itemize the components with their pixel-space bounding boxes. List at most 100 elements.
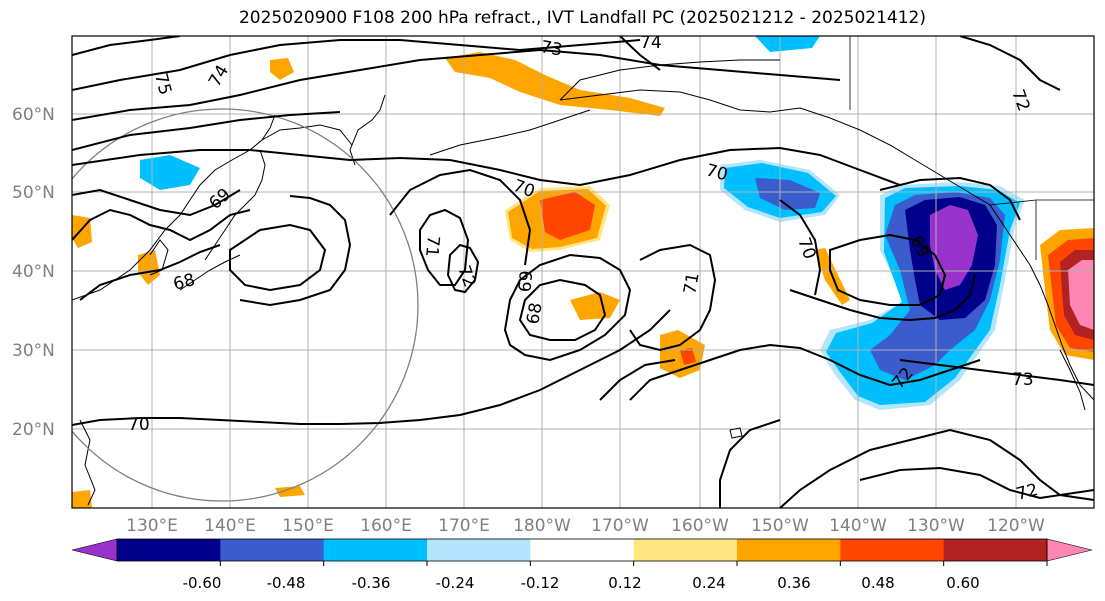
colorbar-tick-label: -0.24 [436,574,475,592]
contour-label: 71 [680,271,703,296]
coastline-korea [149,239,169,276]
contour-70-right [779,199,822,296]
coastline-sea-okhotsk [261,124,353,146]
contour-label: 70 [128,415,150,435]
gridlines [72,36,1094,508]
lon-label: 140°W [829,516,887,536]
colorbar-tick-label: -0.36 [352,574,391,592]
contour-69-loop [229,223,327,292]
colorbar-arrow-left [71,538,118,562]
contour-72-alaska [959,36,1061,91]
shading-neg-royal-2 [755,178,820,210]
contour-70-south [72,309,671,426]
borders [849,36,1094,260]
shading-pos-red-2 [680,348,696,365]
contour-68-central [518,278,607,341]
lon-label: 170°E [438,516,490,536]
contour-72-right [629,343,981,401]
lat-label: 60°N [12,105,55,125]
contour-label: 73 [539,37,564,60]
colorbar-tick-label: 0.60 [946,574,979,592]
contour-72-bottom [779,428,1094,508]
coastline-asia [72,114,276,301]
philippines [79,419,96,506]
shading-neg-sky-4 [140,155,200,190]
coastline-japan [204,149,266,261]
contours [72,36,1094,508]
colorbar-ticks [219,561,1048,566]
colorbar-tick-label: -0.48 [267,574,306,592]
lon-label: 140°E [204,516,256,536]
contour-71-right [629,243,717,352]
shading-pos-orange-9 [275,486,305,497]
lon-label: 130°E [126,516,178,536]
colorbar-bin [633,539,738,561]
shading-pos-orange-6 [270,58,294,80]
contour-label: 68 [523,301,546,326]
colorbar: -0.60 -0.48 -0.36 -0.24 -0.12 0.12 0.24 … [71,538,1093,592]
coastline-aleutians [429,109,591,156]
contour-71-nw [879,176,1021,221]
lat-label: 40°N [12,262,55,282]
latitude-labels: 60°N 50°N 40°N 30°N 20°N [12,105,55,440]
hawaii-1 [729,427,743,439]
contour-70-north [72,146,901,187]
map-title: 2025020900 F108 200 hPa refract., IVT La… [238,8,926,28]
colorbar-bins [117,539,1048,561]
contour-70-central [389,168,532,266]
colorbar-tick-label: -0.60 [183,574,222,592]
contour-71-loop [419,208,470,286]
coastline-alaska [559,89,991,206]
coastline-canada [989,204,1031,266]
contour-70-high [239,195,352,307]
contour-label: 74 [640,33,662,53]
contour-72-top [619,36,661,71]
map-frame [71,35,1095,509]
contour-73 [72,48,841,121]
reference-circle [72,108,419,502]
shading-pos-orange-4 [570,292,620,320]
coastline-us-west [1029,264,1094,401]
contour-75 [72,36,181,56]
colorbar-tick-label: 0.12 [608,574,641,592]
colorbar-bin [117,539,221,561]
lon-label: 160°E [360,516,412,536]
contour-label: 69 [513,270,535,293]
contour-72-mid [859,466,1094,500]
lon-label: 130°W [907,516,965,536]
colorbar-bin [737,539,841,561]
contour-label: 71 [421,235,443,258]
contour-69-central [503,253,632,362]
contour-73-right [899,359,1094,386]
contour-70-low [719,419,781,508]
colorbar-arrow-right [1046,538,1093,562]
colorbar-tick-label: -0.12 [521,574,560,592]
lon-label: 180°W [513,516,571,536]
contour-71-center [599,359,676,401]
colorbar-outline [116,538,1048,562]
lat-label: 20°N [12,420,55,440]
contour-68-japan [79,244,221,301]
contour-69-right [829,233,947,306]
shading-pos-orange-10 [72,490,92,508]
lon-label: 120°W [987,516,1045,536]
coastline-kamchatka [349,94,386,166]
shading-neg-sky-3 [755,36,820,52]
contour-label: 73 [1012,370,1034,390]
colorbar-tick-label: 0.36 [777,574,810,592]
colorbar-bin [840,539,945,561]
lon-label: 150°E [282,516,334,536]
lon-label: 170°W [591,516,649,536]
colorbar-bin [530,539,635,561]
colorbar-tick-label: 0.24 [692,574,725,592]
colorbar-tick-label: 0.48 [861,574,894,592]
lat-label: 30°N [12,341,55,361]
shading-pos-red [540,192,595,240]
contour-69-japan [72,208,251,242]
longitude-labels: 130°E 140°E 150°E 160°E 170°E 180°W 170°… [126,516,1045,536]
shading-pos-pink [1068,260,1094,330]
colorbar-bin [323,539,428,561]
shading-pos-orange-7 [138,250,160,285]
lon-label: 150°W [751,516,809,536]
contour-70-middle [72,188,241,217]
